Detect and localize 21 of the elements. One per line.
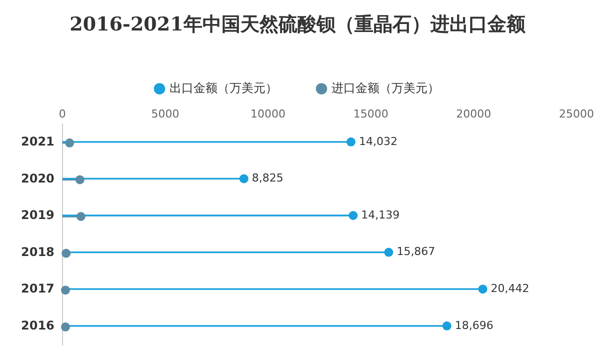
x-tick-label: 15000 [353, 107, 388, 120]
y-tick-label: 2021 [20, 134, 54, 149]
x-tick-label: 10000 [250, 107, 286, 120]
data-label: 8,825 [252, 172, 284, 185]
data-label: 15,867 [396, 245, 436, 258]
legend-label: 进口金额（万美元） [332, 80, 440, 95]
data-label: 14,032 [358, 134, 398, 148]
data-label: 20,442 [490, 282, 530, 295]
y-tick-label: 2019 [20, 208, 54, 222]
data-label: 18,696 [454, 318, 494, 332]
x-tick-label: 25000 [559, 107, 594, 120]
x-tick-label: 5000 [151, 107, 180, 120]
y-tick-label: 2020 [20, 171, 54, 186]
legend-label: 出口金额（万美元） [170, 80, 278, 95]
x-tick-label: 0 [58, 107, 66, 120]
x-tick-label: 20000 [456, 107, 492, 120]
y-tick-label: 2016 [20, 318, 54, 333]
y-tick-label: 2017 [20, 282, 54, 296]
chart-title: 2016-2021年中国天然硫酸钡（重晶石）进出口金额 [70, 13, 526, 36]
data-label: 14,139 [361, 208, 400, 222]
y-tick-label: 2018 [20, 244, 54, 259]
